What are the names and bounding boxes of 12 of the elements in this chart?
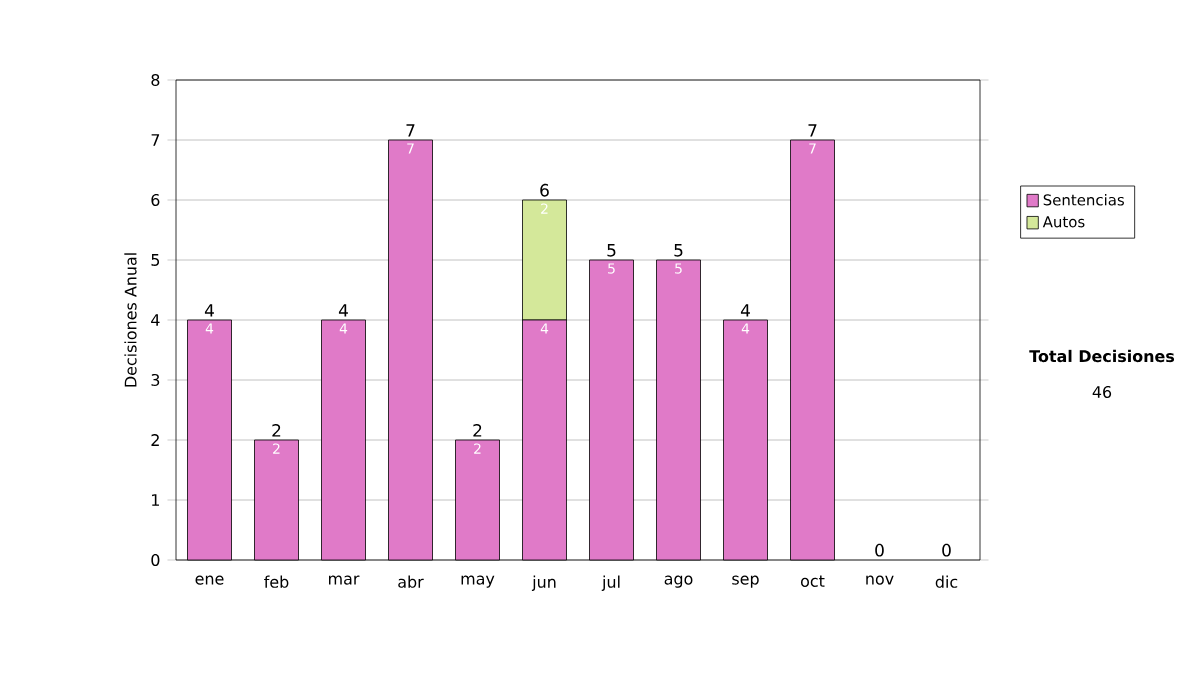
total-label: 4 (740, 304, 750, 317)
total-label: 7 (406, 124, 415, 137)
total-label: 6 (540, 183, 549, 197)
total-label: 5 (674, 244, 683, 257)
total-label: 4 (338, 304, 348, 317)
total-label: 2 (473, 424, 482, 437)
total-label: 0 (942, 543, 951, 557)
total-label: 0 (875, 543, 884, 557)
total-label: 2 (272, 424, 281, 437)
total-label: 5 (607, 244, 616, 257)
total-label: 7 (808, 124, 817, 137)
total-label: 4 (204, 304, 214, 317)
